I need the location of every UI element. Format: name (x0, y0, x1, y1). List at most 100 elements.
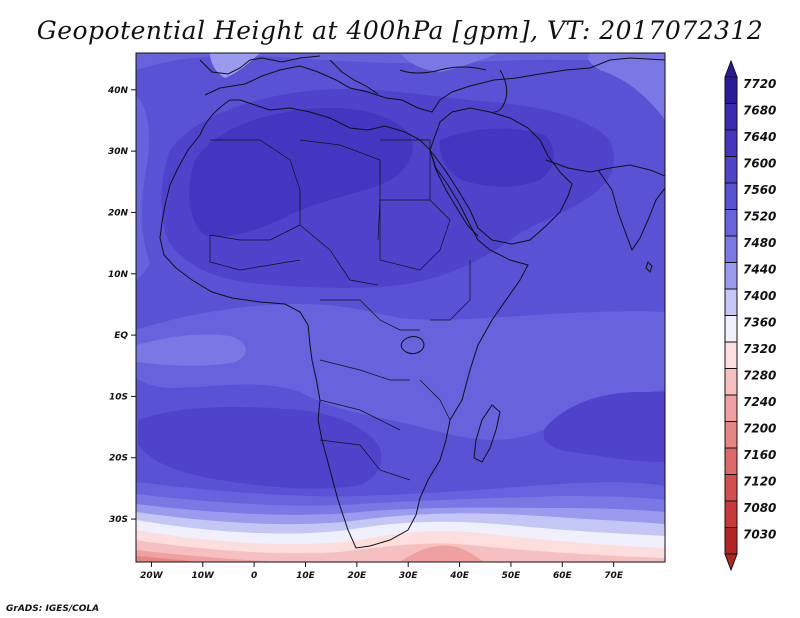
colorbar-swatch (724, 341, 738, 369)
height-field (136, 53, 665, 562)
colorbar-label: 7320 (743, 342, 776, 356)
colorbar-swatch (724, 500, 738, 528)
coastlines (159, 55, 665, 549)
border-west-sahara (209, 139, 301, 241)
field-southern-7600 (138, 407, 382, 489)
colorbar-swatch (724, 447, 738, 475)
band-7240-east (400, 545, 485, 562)
field-north-rim (136, 53, 665, 70)
colorbar: 7720 7680 7640 7600 7560 7520 7480 7440 7400 7360… (724, 59, 776, 572)
border-central (320, 299, 420, 331)
colorbar-swatch (724, 235, 738, 263)
colorbar-swatch (724, 129, 738, 157)
lat-tick-label: 40N (107, 86, 129, 96)
border-sudan (379, 199, 451, 271)
lake-victoria (400, 336, 425, 355)
border-ethiopia (430, 260, 471, 321)
lon-tick-label: 30E (399, 571, 419, 581)
sri-lanka-coastline (645, 261, 653, 273)
border-namibia (319, 439, 411, 481)
grads-credit: GrADS: IGES/COLA (6, 604, 100, 614)
border-mali (209, 235, 301, 271)
colorbar-label: 7560 (743, 183, 776, 197)
europe-coastline (204, 57, 665, 113)
border-libya (299, 139, 381, 241)
lon-tick-label: 20E (348, 571, 368, 581)
lon-tick-label: 70E (604, 571, 624, 581)
field-indian-ocean-7600 (543, 392, 665, 462)
lon-tick-label: 50E (502, 571, 522, 581)
colorbar-swatch (724, 288, 738, 316)
colorbar-label: 7440 (743, 263, 776, 277)
colorbar-top-arrow (724, 59, 738, 78)
colorbar-swatch (724, 474, 738, 502)
colorbar-label: 7480 (743, 236, 776, 250)
lat-tick-label: EQ (114, 331, 128, 341)
colorbar-label: 7280 (743, 369, 776, 383)
lon-tick-label: 10E (296, 571, 316, 581)
iran-coastline (545, 159, 665, 177)
colorbar-swatch (724, 527, 738, 555)
lon-tick-label: 0 (251, 571, 257, 581)
lat-tick-label: 30S (109, 515, 128, 525)
lon-tick-label: 10W (192, 571, 216, 581)
iberia-coastline (199, 55, 321, 75)
field-gulf-guinea-7480 (136, 334, 246, 366)
border-egypt (380, 139, 431, 201)
colorbar-label: 7200 (743, 422, 776, 436)
colorbar-label: 7680 (743, 104, 776, 118)
africa-coastline (159, 99, 529, 549)
lon-tick-label: 60E (553, 571, 573, 581)
colorbar-swatch (724, 209, 738, 237)
lat-tick-label: 10N (108, 270, 129, 280)
lon-tick-label: 20W (140, 571, 164, 581)
colorbar-label: 7160 (743, 448, 776, 462)
longitude-axis: 20W 10W 0 10E 20E 30E 40E 50E 60E 70E (140, 562, 624, 581)
border-congo (319, 359, 410, 381)
border-chad (299, 224, 379, 286)
colorbar-swatch (724, 421, 738, 449)
latitude-axis: 40N 30N 20N 10N EQ 10S 20S 30S (107, 86, 136, 525)
lat-tick-label: 20S (109, 454, 128, 464)
colorbar-label: 7120 (743, 475, 776, 489)
red-sea-west (429, 149, 479, 237)
field-north-7480b (400, 53, 500, 72)
colorbar-label: 7080 (743, 501, 776, 515)
colorbar-swatch (724, 368, 738, 396)
field-high-7640-arabia (439, 128, 555, 187)
india-coastline (597, 169, 665, 252)
colorbar-label: 7240 (743, 395, 776, 409)
colorbar-swatch (724, 103, 738, 131)
field-equatorial-7520 (136, 303, 665, 440)
colorbar-swatch (724, 315, 738, 343)
field-north-7440 (210, 53, 260, 78)
country-borders (209, 139, 471, 481)
colorbar-swatch (724, 394, 738, 422)
colorbar-label: 7640 (743, 130, 776, 144)
colorbar-bottom-arrow (724, 553, 738, 572)
band-7280 (136, 540, 665, 562)
madagascar-coastline (473, 404, 501, 463)
colorbar-label: 7360 (743, 316, 776, 330)
black-sea-coastline (399, 66, 487, 74)
lat-tick-label: 20N (108, 208, 129, 218)
arabia-coastline (429, 107, 573, 245)
caspian-coastline (493, 69, 508, 113)
colorbar-label: 7720 (743, 77, 776, 91)
colorbar-label: 7400 (743, 289, 776, 303)
chart-title: Geopotential Height at 400hPa [gpm], VT:… (36, 16, 764, 45)
band-7240-west (136, 550, 280, 562)
colorbar-swatch (724, 76, 738, 104)
colorbar-label: 7520 (743, 210, 776, 224)
colorbar-label: 7600 (743, 157, 776, 171)
colorbar-swatch (724, 182, 738, 210)
colorbar-swatch (724, 156, 738, 184)
italy-coastline (329, 59, 379, 95)
colorbar-label: 7030 (743, 528, 776, 542)
band-7200 (136, 556, 200, 562)
field-west-7520 (136, 95, 150, 280)
border-angola (319, 399, 401, 431)
lat-tick-label: 30N (108, 147, 129, 157)
lat-tick-label: 10S (109, 392, 128, 402)
